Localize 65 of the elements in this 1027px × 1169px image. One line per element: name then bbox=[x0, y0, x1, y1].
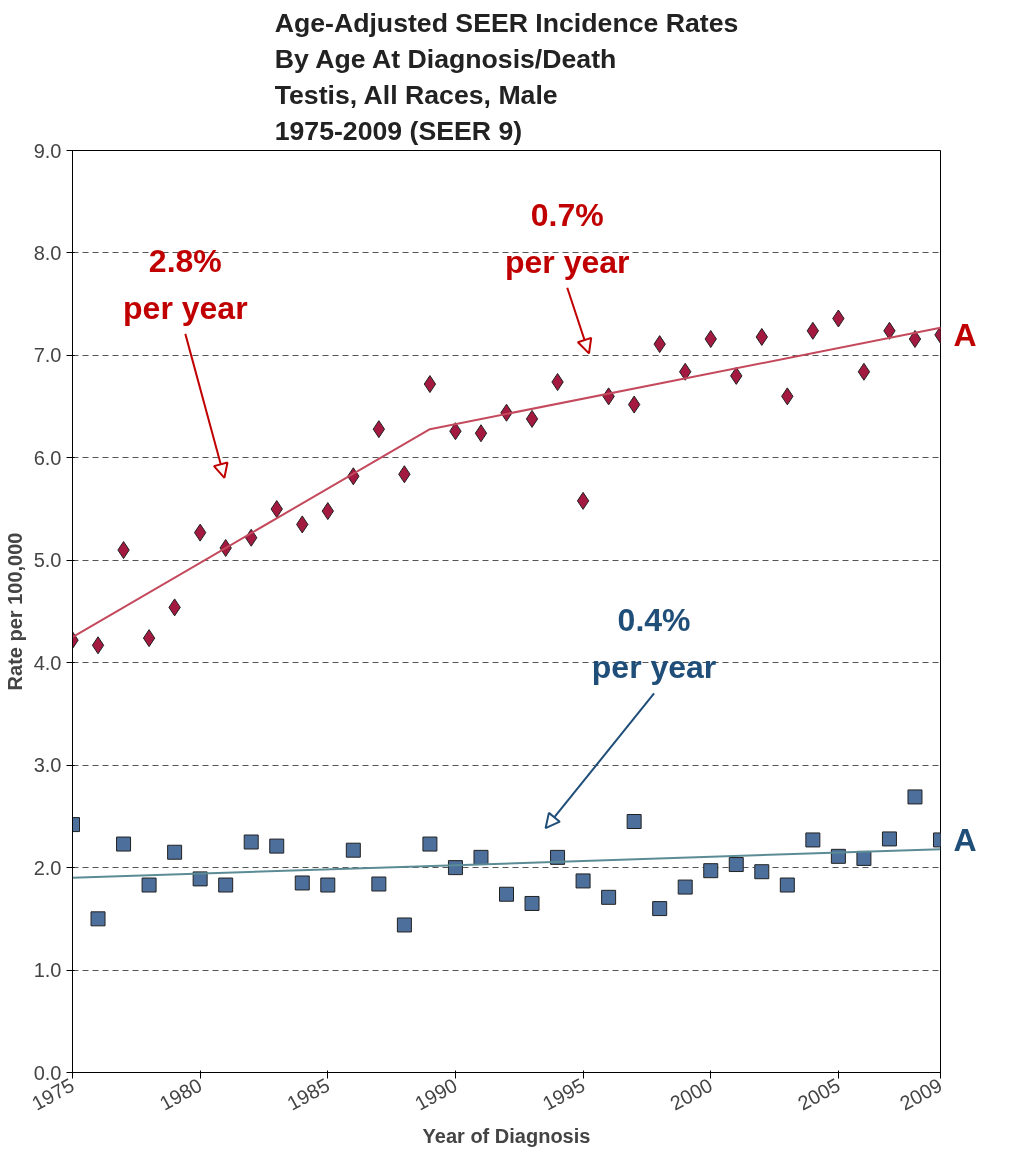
point bbox=[371, 876, 387, 892]
point bbox=[601, 889, 617, 905]
x-tick-label: 1980 bbox=[155, 1073, 206, 1115]
point bbox=[779, 877, 795, 893]
point bbox=[167, 844, 183, 860]
point bbox=[499, 886, 514, 902]
point bbox=[525, 409, 539, 428]
point bbox=[243, 834, 259, 850]
point bbox=[627, 395, 641, 414]
point bbox=[116, 836, 132, 852]
text: A bbox=[953, 822, 977, 859]
point bbox=[193, 523, 207, 542]
point bbox=[524, 895, 540, 911]
point bbox=[652, 901, 668, 917]
point bbox=[141, 877, 157, 893]
chart-title: Age-Adjusted SEER Incidence Rates By Age At Diagnosis/Death Testis, All Races, Male 1975-2009 (SEER 9) bbox=[274, 7, 739, 146]
point bbox=[142, 629, 156, 648]
point bbox=[269, 838, 285, 854]
point bbox=[908, 330, 922, 348]
point bbox=[576, 491, 590, 510]
x-tick-label: 2000 bbox=[666, 1073, 717, 1115]
y-tick-label: 3.0 bbox=[33, 754, 62, 777]
annotation: 0.7% per year bbox=[504, 196, 630, 280]
point bbox=[320, 877, 336, 893]
point bbox=[806, 321, 820, 340]
point bbox=[372, 420, 386, 439]
point bbox=[422, 836, 438, 852]
y-tick-label: 8.0 bbox=[33, 241, 62, 264]
point bbox=[703, 863, 719, 879]
point bbox=[754, 864, 770, 880]
point bbox=[857, 362, 871, 381]
point bbox=[294, 875, 310, 891]
y-axis-title: Rate per 100,000 bbox=[3, 532, 26, 691]
x-tick-label: 1995 bbox=[538, 1073, 589, 1115]
point bbox=[704, 330, 717, 348]
point bbox=[218, 877, 234, 893]
annotation: 2.8% per year bbox=[123, 242, 248, 326]
point bbox=[575, 873, 591, 889]
point bbox=[907, 789, 923, 805]
annotation: 0.4% per year bbox=[591, 602, 717, 686]
point bbox=[805, 832, 821, 848]
point bbox=[91, 636, 105, 655]
point bbox=[881, 831, 897, 847]
point bbox=[423, 375, 437, 394]
point bbox=[396, 917, 412, 933]
x-tick-label: 2005 bbox=[794, 1073, 844, 1115]
y-tick-label: 5.0 bbox=[33, 549, 62, 572]
x-tick-label: 1985 bbox=[283, 1073, 334, 1115]
y-tick-label: 6.0 bbox=[33, 446, 62, 469]
x-axis-title: Year of Diagnosis bbox=[422, 1125, 591, 1148]
y-tick-label: 7.0 bbox=[33, 344, 62, 367]
x-tick-label: 1990 bbox=[411, 1073, 461, 1115]
point bbox=[473, 849, 489, 865]
point bbox=[345, 842, 361, 858]
point bbox=[626, 814, 642, 830]
y-tick-label: 1.0 bbox=[33, 959, 62, 982]
y-tick-label: 4.0 bbox=[33, 651, 62, 674]
x-tick-label: 2009 bbox=[896, 1073, 946, 1115]
text: A bbox=[953, 316, 977, 353]
y-tick-label: 9.0 bbox=[33, 139, 62, 162]
point bbox=[474, 424, 488, 443]
point bbox=[728, 857, 744, 873]
point bbox=[90, 911, 106, 927]
y-tick-label: 2.0 bbox=[33, 856, 62, 879]
point bbox=[677, 879, 693, 895]
